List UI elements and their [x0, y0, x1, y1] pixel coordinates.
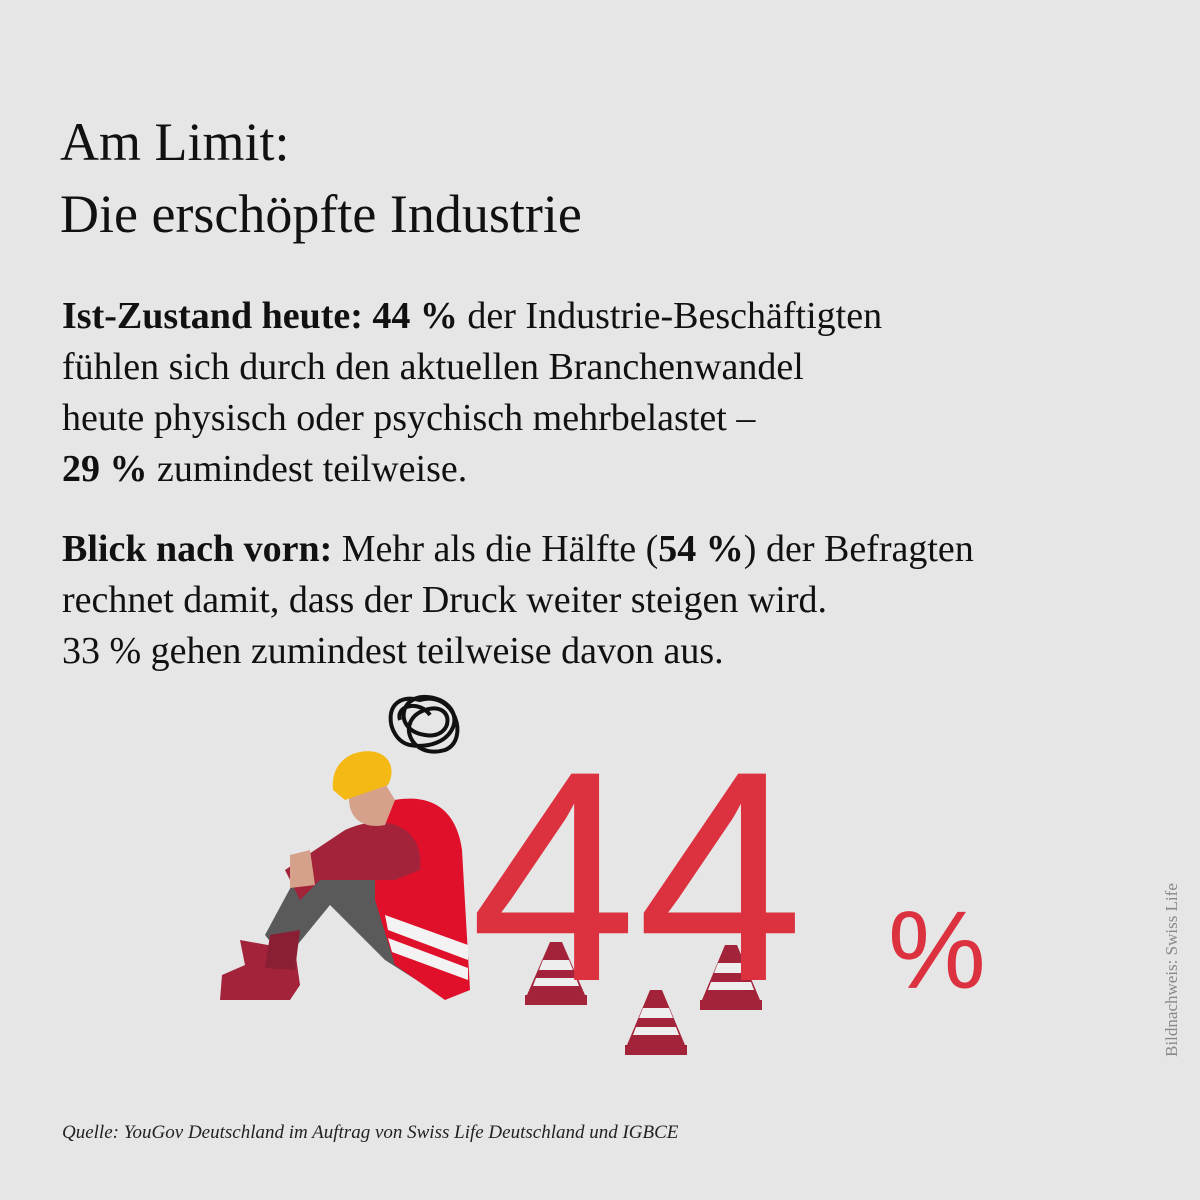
text-line: 33 % gehen zumindest teilweise davon aus…: [62, 626, 974, 677]
text: Mehr als die Hälfte (: [332, 528, 659, 570]
hand: [290, 850, 315, 888]
text: fühlen sich durch den aktuellen Branchen…: [62, 346, 804, 388]
cone: [525, 942, 587, 1005]
text: 33 % gehen zumindest teilweise davon aus…: [62, 630, 724, 672]
cone: [625, 990, 687, 1055]
title-line: Die erschöpfte Industrie: [60, 184, 582, 244]
bold-text: 29 %: [62, 448, 148, 490]
image-credit: Bildnachweis: Swiss Life: [1162, 883, 1181, 1057]
text-line: Blick nach vorn: Mehr als die Hälfte (54…: [62, 524, 974, 575]
big-number-unit: %: [888, 889, 986, 1012]
text-line: fühlen sich durch den aktuellen Branchen…: [62, 342, 882, 393]
title: Am Limit: Die erschöpfte Industrie: [60, 106, 582, 250]
stress-scribble: [388, 695, 460, 754]
cone: [700, 945, 762, 1010]
text: ) der Befragten: [743, 528, 974, 570]
text: zumindest teilweise.: [147, 448, 468, 490]
text-line: 29 % zumindest teilweise.: [62, 444, 882, 495]
bold-text: Blick nach vorn:: [62, 528, 333, 570]
title-line: Am Limit:: [60, 112, 290, 172]
bold-text: 54 %: [658, 528, 744, 570]
text-line: Ist-Zustand heute: 44 % der Industrie-Be…: [62, 291, 882, 342]
helmet: [332, 751, 392, 800]
paragraph: Ist-Zustand heute: 44 % der Industrie-Be…: [62, 291, 882, 495]
text: der Industrie-Beschäftigten: [457, 295, 883, 337]
text: heute physisch oder psychisch mehrbelast…: [62, 397, 756, 439]
text-line: rechnet damit, dass der Druck weiter ste…: [62, 575, 974, 626]
big-number: 44: [470, 708, 804, 1044]
arm: [285, 822, 421, 900]
text: rechnet damit, dass der Druck weiter ste…: [62, 579, 828, 621]
text-line: heute physisch oder psychisch mehrbelast…: [62, 393, 882, 444]
bold-text: Ist-Zustand heute: 44 %: [62, 295, 458, 337]
source: Quelle: YouGov Deutschland im Auftrag vo…: [62, 1122, 679, 1143]
boot: [265, 930, 300, 970]
paragraph: Blick nach vorn: Mehr als die Hälfte (54…: [62, 524, 974, 677]
vest-stripe: [385, 915, 468, 980]
